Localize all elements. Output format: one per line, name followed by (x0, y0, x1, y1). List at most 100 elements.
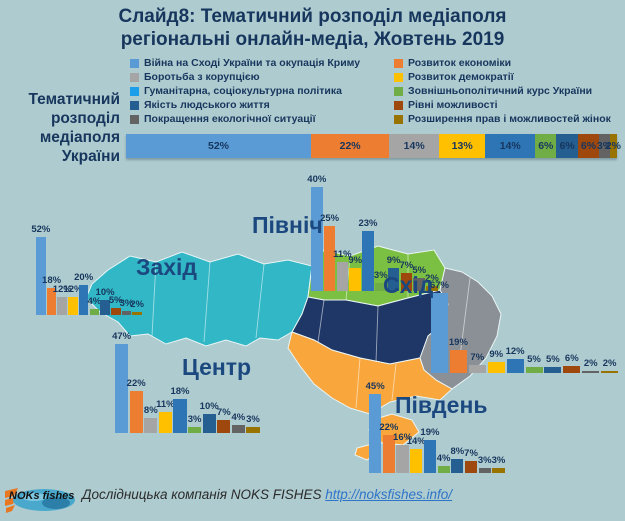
bar (89, 309, 100, 315)
slide-title: Слайд8: Тематичний розподіл медіаполя ре… (0, 5, 625, 51)
bar-label: 7% (399, 259, 414, 271)
legend-col-left: Війна на Сході України та окупація Криму… (130, 58, 394, 125)
bar-label: 3% (187, 414, 202, 426)
bar-label: 3% (373, 270, 388, 282)
bar (563, 365, 581, 373)
legend-item: Покращення екологічної ситуації (130, 114, 394, 125)
legend-swatch (130, 73, 139, 82)
bar-label: 19% (448, 337, 468, 349)
bar-label: 3% (477, 454, 492, 466)
bar (431, 292, 448, 373)
bar-label: 8% (143, 404, 158, 416)
legend-label: Покращення екологічної ситуації (144, 113, 316, 125)
bar (110, 307, 121, 315)
bar (158, 412, 172, 433)
stacked-segment: 52% (126, 134, 311, 158)
bar (311, 187, 323, 291)
bar-label: 2% (602, 357, 617, 369)
bar (396, 445, 409, 473)
bar-label: 67% (429, 279, 450, 291)
overall-heading-line: Тематичний (28, 91, 120, 108)
legend-item: Якість людського життя (130, 100, 394, 111)
bar (217, 419, 231, 433)
bar-label: 2% (425, 272, 439, 284)
region-label-pivnich: Північ (252, 212, 323, 238)
bar-label: 11% (333, 249, 352, 261)
bar-label: 52% (31, 224, 51, 235)
bar (362, 231, 374, 291)
legend-item: Розширення прав і можливостей жінок (394, 114, 611, 125)
overall-heading-line: України (61, 148, 120, 165)
bar-label: 7% (470, 351, 485, 363)
bar-label: 12% (63, 284, 83, 295)
bar (468, 364, 486, 373)
bar (464, 460, 478, 473)
map-region-west (85, 251, 313, 347)
legend-swatch (130, 87, 139, 96)
bar-label: 11% (156, 399, 175, 411)
overall-heading: Тематичний розподіл медіаполя України (4, 90, 120, 166)
bar-label: 22% (379, 421, 399, 433)
overall-heading-line: розподіл (50, 110, 120, 127)
bar (413, 278, 425, 291)
bar (437, 466, 450, 473)
stacked-segment: 6% (535, 134, 557, 158)
legend-label: Розширення прав і можливостей жінок (408, 113, 611, 125)
bar (173, 398, 187, 433)
logo-fish-highlight (22, 493, 46, 501)
bar-label: 47% (112, 330, 132, 342)
legend-item: Рівні можливості (394, 100, 611, 111)
bar (382, 434, 395, 473)
stacked-segment: 14% (485, 134, 536, 158)
legend-col-right: Розвиток економіки Розвиток демократії Зов… (394, 58, 611, 125)
bar-label: 14% (406, 435, 426, 447)
bar-label: 9% (386, 254, 401, 266)
logo-fish-shade (42, 497, 70, 509)
bar-label: 8% (450, 446, 465, 457)
legend-swatch (130, 115, 139, 124)
bar-label: 3% (119, 297, 134, 309)
bar (387, 267, 400, 291)
bar-label: 16% (393, 432, 413, 443)
bar (601, 370, 619, 373)
bar (323, 226, 336, 291)
bar-label: 12% (505, 345, 525, 357)
region-chart-pivden: 45% 22% 16% 14% 19% 4% 8% 7% 3% 3% (365, 333, 522, 473)
region-label-tsentr: Центр (182, 354, 252, 380)
bar-label: 45% (365, 381, 385, 393)
bar-label: 10% (95, 287, 115, 298)
legend-item: Гуманітарна, соціокультурна політика (130, 86, 394, 97)
stacked-segment: 2% (606, 134, 621, 158)
bar-label: 6% (564, 352, 579, 364)
bar (46, 288, 57, 315)
bar-label: 5% (546, 354, 560, 365)
legend-swatch (394, 115, 403, 124)
bar (36, 237, 46, 315)
legend-label: Якість людського життя (144, 99, 270, 111)
bar (582, 370, 600, 373)
legend-label: Боротьба з корупцією (144, 71, 260, 83)
bar-label: 5% (527, 354, 541, 365)
bar-label: 25% (320, 213, 340, 224)
region-label-pivden: Південь (395, 392, 488, 418)
legend-label: Зовнішньополітичний курс України (408, 85, 593, 97)
bar-label: 19% (420, 426, 440, 438)
region-label-zakhid: Захід (136, 254, 197, 280)
bar-label: 3% (246, 414, 260, 426)
stacked-segment: 14% (389, 134, 440, 158)
bar-label: 9% (489, 349, 504, 361)
stacked-segment: 13% (439, 134, 486, 158)
region-chart-pivnich: 40% 25% 11% 9% 23% 3% 9% 7% 5% 2% (307, 151, 455, 291)
legend-swatch (394, 101, 403, 110)
overall-stacked-bar: 52% 22% 14% 13% 14% 6% 6% 6% 3% 2% (126, 134, 621, 158)
stacked-segment: 6% (577, 134, 600, 158)
legend-swatch (394, 59, 403, 68)
bar (132, 312, 142, 315)
bar-label: 23% (358, 218, 378, 230)
footer-text: Дослідницька компанія NOKS FISHES http:/… (82, 487, 452, 502)
footer-link[interactable]: http://noksfishes.info/ (325, 487, 453, 502)
bar (506, 358, 524, 373)
bar (115, 343, 129, 433)
bar (525, 367, 543, 373)
